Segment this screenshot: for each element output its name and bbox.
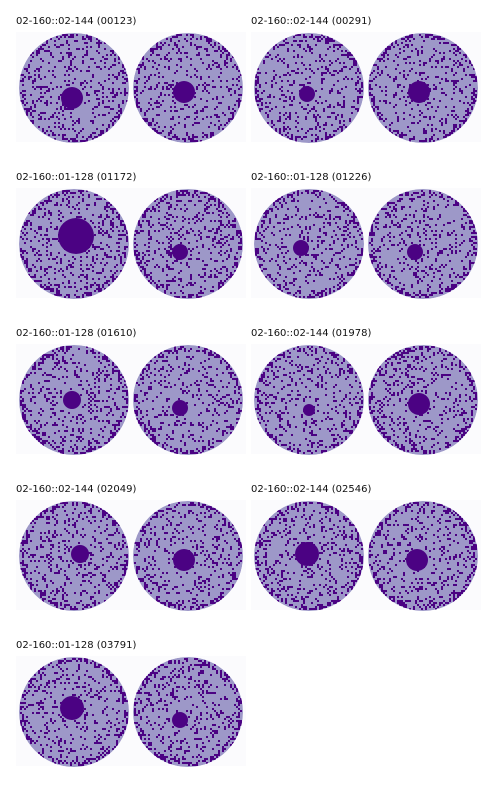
sample-image-pair <box>251 32 481 144</box>
left-disc-image <box>253 32 365 144</box>
right-disc-image <box>132 188 244 300</box>
left-disc-image <box>253 500 365 612</box>
sample-label: 02-160::02-144 (02049) <box>16 484 137 495</box>
left-disc-image <box>18 188 130 300</box>
right-disc-image <box>132 656 244 768</box>
right-disc-image <box>367 344 479 456</box>
sample-panel-6: 02-160::02-144 (01978) <box>251 328 481 463</box>
sample-panel-4: 02-160::01-128 (01226) <box>251 172 481 307</box>
sample-image-pair <box>251 344 481 456</box>
sample-image-pair <box>16 188 246 300</box>
right-disc-image <box>367 32 479 144</box>
sample-panel-3: 02-160::01-128 (01172) <box>16 172 246 307</box>
sample-image-pair <box>16 656 246 768</box>
sample-panel-5: 02-160::01-128 (01610) <box>16 328 246 463</box>
sample-label: 02-160::02-144 (02546) <box>251 484 372 495</box>
sample-image-pair <box>16 32 246 144</box>
right-disc-image <box>132 32 244 144</box>
left-disc-image <box>18 344 130 456</box>
sample-panel-1: 02-160::02-144 (00123) <box>16 16 246 151</box>
sample-panel-2: 02-160::02-144 (00291) <box>251 16 481 151</box>
sample-image-pair <box>16 344 246 456</box>
sample-label: 02-160::01-128 (01226) <box>251 172 372 183</box>
sample-label: 02-160::02-144 (00291) <box>251 16 372 27</box>
sample-panel-8: 02-160::02-144 (02546) <box>251 484 481 619</box>
sample-label: 02-160::01-128 (01610) <box>16 328 137 339</box>
right-disc-image <box>367 500 479 612</box>
right-disc-image <box>367 188 479 300</box>
left-disc-image <box>18 656 130 768</box>
sample-image-pair <box>251 188 481 300</box>
sample-panel-9: 02-160::01-128 (03791) <box>16 640 246 775</box>
sample-image-pair <box>16 500 246 612</box>
left-disc-image <box>253 344 365 456</box>
sample-label: 02-160::01-128 (03791) <box>16 640 137 651</box>
right-disc-image <box>132 344 244 456</box>
left-disc-image <box>253 188 365 300</box>
right-disc-image <box>132 500 244 612</box>
sample-label: 02-160::02-144 (01978) <box>251 328 372 339</box>
left-disc-image <box>18 32 130 144</box>
left-disc-image <box>18 500 130 612</box>
sample-panel-7: 02-160::02-144 (02049) <box>16 484 246 619</box>
sample-label: 02-160::01-128 (01172) <box>16 172 137 183</box>
sample-label: 02-160::02-144 (00123) <box>16 16 137 27</box>
sample-image-pair <box>251 500 481 612</box>
